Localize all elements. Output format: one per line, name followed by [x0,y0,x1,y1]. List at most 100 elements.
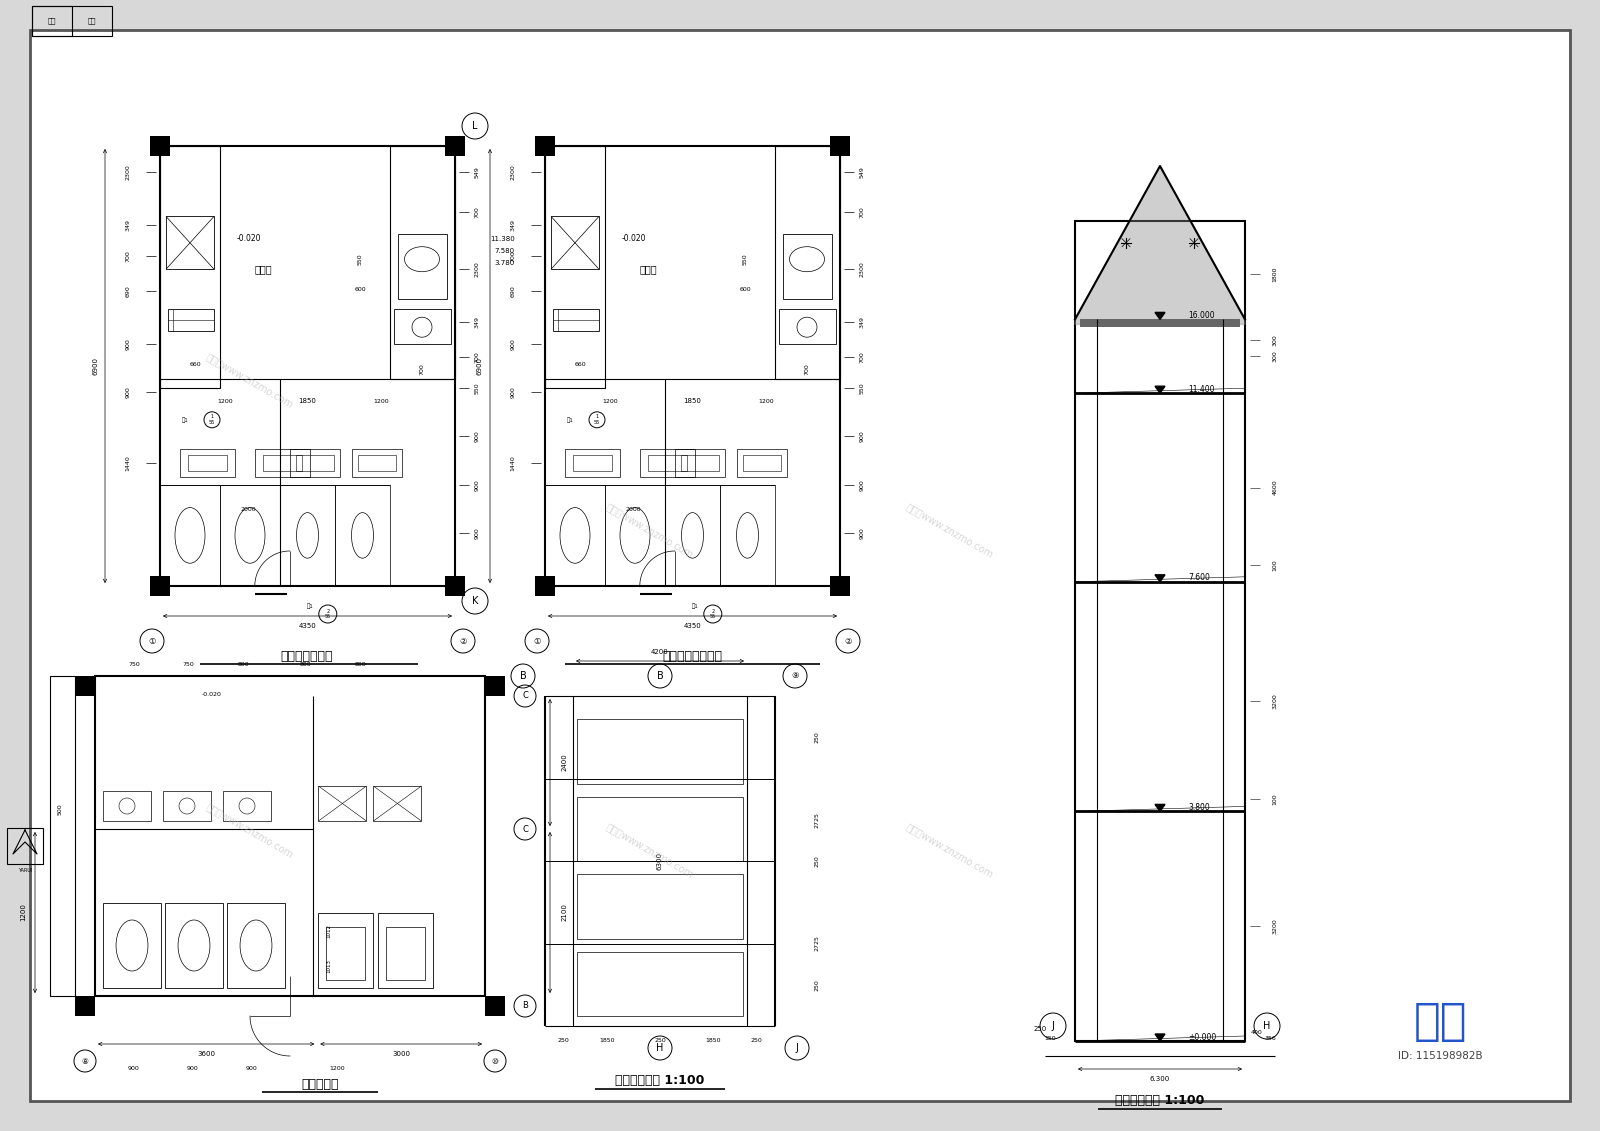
Text: 550: 550 [475,382,480,394]
Bar [445,576,466,596]
Bar [485,996,506,1016]
Text: 知末网www.znzmo.com: 知末网www.znzmo.com [205,802,296,860]
Text: 349: 349 [475,316,480,328]
Text: 690: 690 [510,285,515,297]
Bar [675,449,725,477]
Bar [573,455,611,470]
Bar [550,216,598,269]
Text: H: H [1264,1021,1270,1031]
Text: 2725: 2725 [814,935,819,951]
Bar [166,216,214,269]
Text: 1200: 1200 [218,399,232,404]
Bar [160,146,454,586]
Bar [32,6,112,36]
Bar [445,136,466,156]
Text: 356: 356 [1264,1036,1275,1041]
Text: 549: 549 [475,166,480,179]
Text: K: K [472,596,478,606]
Text: C: C [522,824,528,834]
Bar [640,449,694,477]
Text: 2300: 2300 [859,261,864,277]
Text: 知末: 知末 [1413,1000,1467,1043]
Text: 150: 150 [1045,1036,1056,1041]
Bar [318,913,373,988]
Bar [334,485,390,586]
Bar [565,449,621,477]
Text: 门1: 门1 [307,603,314,608]
Text: 厕所一标准层详图: 厕所一标准层详图 [662,649,722,663]
Text: J: J [795,1043,798,1053]
Text: 7.580: 7.580 [494,248,515,254]
Text: 800: 800 [299,662,312,666]
Text: 1
55: 1 55 [210,414,214,425]
Text: 知末网www.znzmo.com: 知末网www.znzmo.com [205,352,296,411]
Text: 900: 900 [859,431,864,442]
Text: 549: 549 [859,166,864,179]
Polygon shape [1155,575,1165,581]
Text: B: B [522,1001,528,1010]
Text: YARUI: YARUI [18,869,32,873]
Text: 1850: 1850 [683,398,701,404]
Bar [578,874,742,939]
Text: ±0.000: ±0.000 [1187,1033,1216,1042]
Text: 厕所一首层详图: 厕所一首层详图 [280,649,333,663]
Text: 700: 700 [805,363,810,375]
Bar [163,791,211,821]
Text: 250: 250 [654,1038,666,1044]
Text: 6900: 6900 [93,357,98,375]
Text: 600: 600 [354,286,366,292]
Bar [578,951,742,1016]
Text: 3200: 3200 [1272,918,1277,934]
Text: 门1: 门1 [691,603,698,608]
Text: 690: 690 [125,285,131,297]
Bar [682,455,718,470]
Bar [6,828,43,864]
Bar [150,576,170,596]
Text: H: H [656,1043,664,1053]
Bar [50,676,75,996]
Text: 2000: 2000 [240,508,256,512]
Bar [150,136,170,156]
Bar [352,449,402,477]
Text: B: B [656,671,664,681]
Text: 3.780: 3.780 [494,260,515,266]
Text: 700: 700 [859,206,864,218]
Polygon shape [1075,166,1245,325]
Text: 550: 550 [357,253,363,265]
Text: ②: ② [845,637,851,646]
Text: 6900: 6900 [477,357,483,375]
Bar [554,309,598,330]
Bar [102,791,150,821]
Text: 900: 900 [475,527,480,539]
Bar [782,234,832,300]
Text: 550: 550 [742,253,747,265]
Text: L: L [472,121,478,131]
Bar [578,719,742,784]
Text: 250: 250 [814,855,819,866]
Bar [296,455,334,470]
Text: 660: 660 [574,362,586,366]
Text: 4350: 4350 [683,623,701,629]
Text: 3.800: 3.800 [1187,803,1210,812]
Text: 349: 349 [510,219,515,231]
Bar [102,903,162,988]
Bar [222,791,270,821]
Text: 1440: 1440 [125,455,131,470]
Polygon shape [1155,312,1165,319]
Text: 900: 900 [245,1065,258,1071]
Text: 500: 500 [58,803,62,814]
Text: 2300: 2300 [475,261,480,277]
Text: 700: 700 [475,352,480,363]
Text: 900: 900 [510,387,515,398]
Text: 250: 250 [814,732,819,743]
Bar [290,449,339,477]
Text: 图纸: 图纸 [48,18,56,24]
Text: 2
55: 2 55 [710,608,715,620]
Text: -0.020: -0.020 [202,691,222,697]
Polygon shape [1155,1034,1165,1041]
Text: 知末网www.znzmo.com: 知末网www.znzmo.com [605,822,696,880]
Text: 900: 900 [859,478,864,491]
Bar [262,455,302,470]
Text: 3600: 3600 [197,1051,214,1057]
Text: 900: 900 [510,338,515,349]
